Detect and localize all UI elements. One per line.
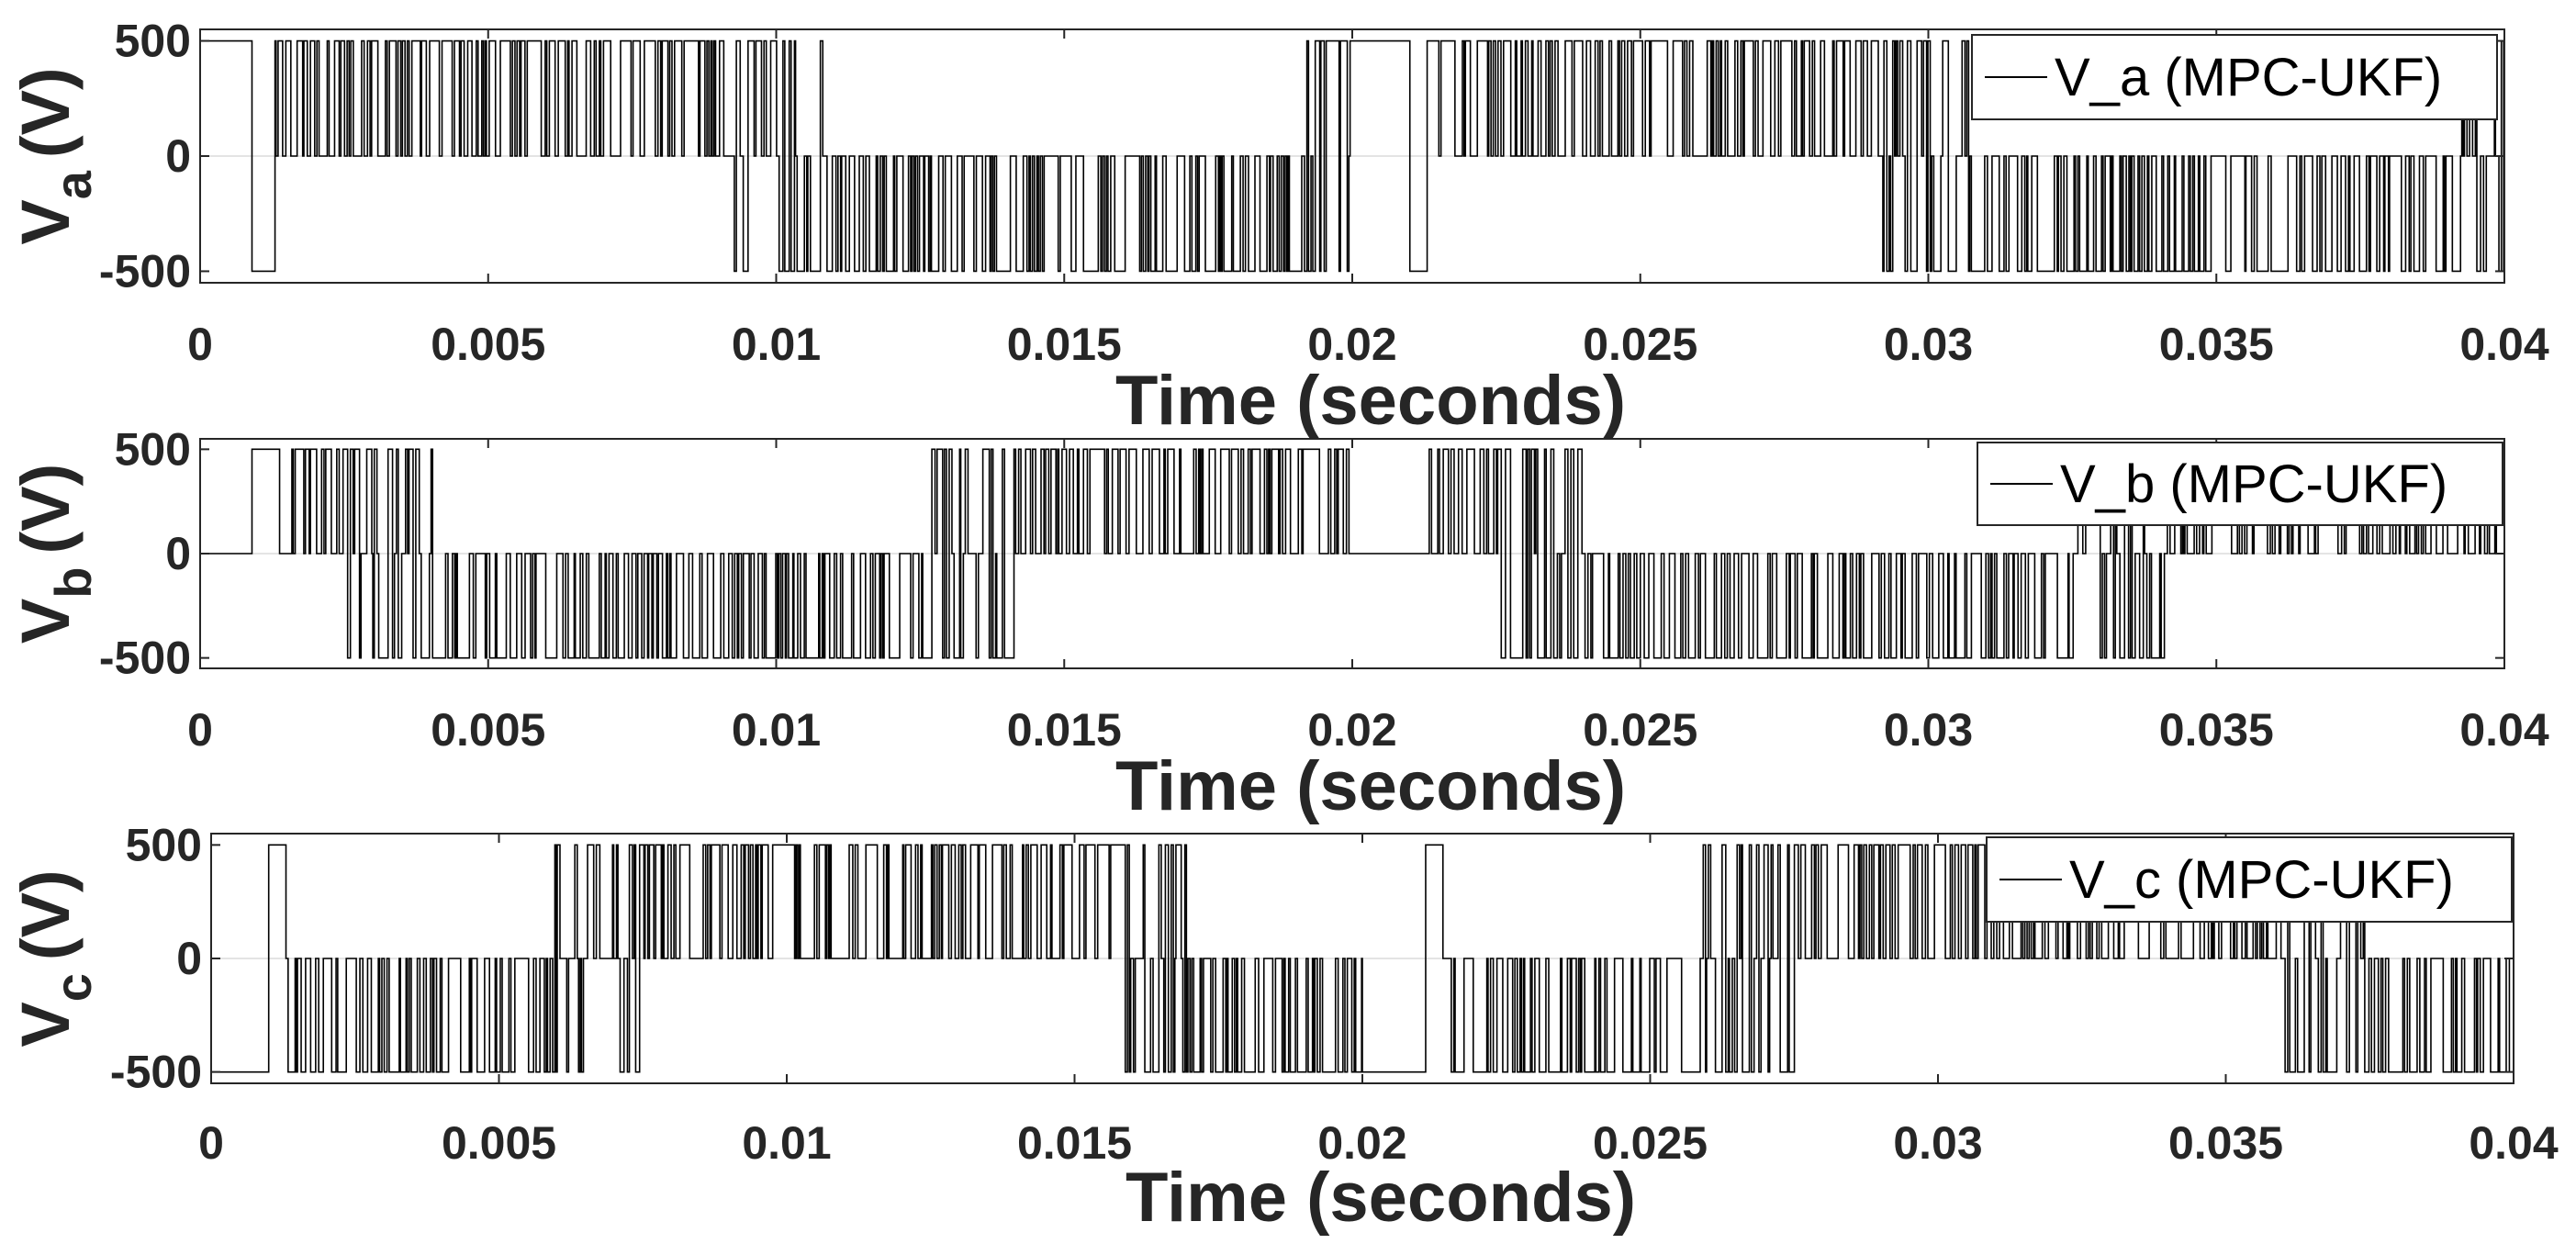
- x-tick-label: 0.015: [1007, 704, 1122, 756]
- x-axis-label: Time (seconds): [1126, 1159, 1636, 1237]
- x-tick-label: 0.03: [1893, 1117, 1982, 1169]
- subplot-3: 0 0.005 0.01 0.015 0.02 0.025 0.03 0.035 0.04 500…: [7, 819, 2559, 1237]
- x-tick-label: 0.01: [732, 319, 821, 370]
- x-tick-label: 0: [187, 704, 213, 756]
- x-tick-label: 0.015: [1007, 319, 1122, 370]
- y-axis-label: Vb (V): [7, 464, 102, 644]
- y-tick-label: 500: [115, 16, 191, 67]
- legend-entry-label: V_b (MPC-UKF): [2060, 454, 2447, 514]
- x-tick-label: 0.025: [1583, 319, 1697, 370]
- y-axis-label-subscript: b: [44, 567, 102, 599]
- y-axis-label-unit: (V): [7, 464, 84, 555]
- x-tick-label: 0.03: [1884, 704, 1973, 756]
- legend: V_b (MPC-UKF): [1977, 442, 2503, 526]
- x-tick-label: 0: [187, 319, 213, 370]
- y-axis-label-subscript: a: [44, 170, 102, 199]
- x-tick-label: 0.015: [1017, 1117, 1132, 1169]
- y-tick-label: 0: [165, 528, 191, 579]
- legend-box: [1986, 836, 2513, 923]
- y-axis-label: Va (V): [7, 67, 102, 244]
- x-tick-label: 0.005: [442, 1117, 556, 1169]
- y-axis-label: Vc (V): [7, 869, 102, 1047]
- subplot-2: 0 0.005 0.01 0.015 0.02 0.025 0.03 0.035 0.04 500…: [7, 423, 2549, 825]
- y-tick-label: 500: [115, 423, 191, 475]
- legend-box: [1971, 34, 2498, 120]
- legend: V_a (MPC-UKF): [1971, 34, 2498, 120]
- y-tick-label: -500: [110, 1047, 202, 1098]
- x-tick-label: 0.04: [2469, 1117, 2559, 1169]
- x-tick-label: 0.03: [1884, 319, 1973, 370]
- x-tick-label: 0.005: [431, 704, 545, 756]
- y-tick-label: -500: [99, 633, 191, 684]
- x-axis-label: Time (seconds): [1115, 362, 1626, 440]
- x-tick-label: 0.035: [2159, 319, 2274, 370]
- x-tick-label: 0.035: [2168, 1117, 2283, 1169]
- x-tick-label: 0.04: [2459, 319, 2549, 370]
- x-axis-label: Time (seconds): [1115, 747, 1626, 825]
- x-tick-label: 0.02: [1317, 1117, 1406, 1169]
- x-tick-label: 0.02: [1307, 319, 1396, 370]
- x-tick-label: 0.01: [742, 1117, 831, 1169]
- x-tick-label: 0: [198, 1117, 224, 1169]
- x-tick-label: 0.025: [1593, 1117, 1708, 1169]
- series-line-v-c-mpc-ukf-: [211, 844, 2514, 1073]
- y-axis-label-subscript: c: [44, 973, 102, 1002]
- x-tick-label: 0.025: [1583, 704, 1697, 756]
- y-axis-label-main: V: [7, 199, 84, 244]
- y-axis-label-main: V: [7, 599, 84, 644]
- subplot-1: 0 0.005 0.01 0.015 0.02 0.025 0.03 0.035 0.04 500…: [7, 16, 2549, 440]
- legend-box: [1977, 442, 2503, 526]
- y-axis-label-unit: (V): [7, 67, 84, 158]
- legend-entry-label: V_c (MPC-UKF): [2069, 850, 2454, 910]
- legend: V_c (MPC-UKF): [1986, 836, 2513, 923]
- x-tick-label: 0.01: [732, 704, 821, 756]
- y-axis-label-main: V: [7, 1002, 84, 1047]
- x-tick-label: 0.035: [2159, 704, 2274, 756]
- x-tick-label: 0.04: [2459, 704, 2549, 756]
- series-line-v-a-mpc-ukf-: [200, 39, 2504, 273]
- x-tick-label: 0.02: [1307, 704, 1396, 756]
- y-tick-label: 0: [176, 933, 202, 984]
- y-axis-label-unit: (V): [7, 869, 84, 960]
- y-tick-label: 500: [126, 819, 202, 870]
- y-tick-label: 0: [165, 130, 191, 182]
- y-tick-label: -500: [99, 245, 191, 297]
- x-tick-label: 0.005: [431, 319, 545, 370]
- legend-entry-label: V_a (MPC-UKF): [2055, 48, 2442, 107]
